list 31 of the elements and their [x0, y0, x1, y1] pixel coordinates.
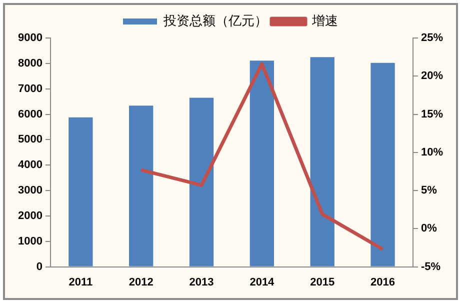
bar: [68, 117, 93, 266]
y-tick-label: 3000: [18, 184, 42, 197]
bar: [310, 57, 334, 266]
y2-tick-label: -5%: [420, 260, 441, 273]
x-tick-label: 2011: [68, 276, 93, 288]
y2-tick-label: 5%: [420, 184, 438, 197]
y-tick-label: 0: [36, 260, 42, 273]
y-tick-label: 7000: [18, 82, 42, 95]
y-tick-label: 9000: [18, 32, 42, 44]
x-tick-label: 2016: [370, 276, 396, 288]
bar: [189, 98, 214, 266]
y-tick-label: 1000: [18, 235, 42, 248]
x-tick-label: 2012: [128, 276, 154, 288]
y-tick-label: 6000: [18, 108, 42, 120]
y-tick-label: 2000: [18, 210, 42, 222]
x-tick-label: 2013: [189, 276, 214, 288]
y-tick-label: 8000: [18, 57, 42, 70]
bar: [129, 106, 154, 266]
y2-tick-label: 15%: [420, 108, 444, 120]
y2-tick-label: 0%: [420, 222, 438, 235]
legend-label: 增速: [311, 13, 338, 28]
x-tick-label: 2015: [310, 276, 335, 288]
legend-label: 投资总额（亿元）: [162, 13, 268, 28]
y2-tick-label: 25%: [420, 32, 444, 44]
y-tick-label: 4000: [18, 159, 42, 172]
y-tick-label: 5000: [18, 134, 42, 146]
x-tick-label: 2014: [250, 276, 276, 288]
bar: [370, 62, 395, 266]
y2-tick-label: 20%: [420, 70, 444, 82]
y2-tick-label: 10%: [420, 146, 444, 158]
bar: [250, 60, 274, 266]
